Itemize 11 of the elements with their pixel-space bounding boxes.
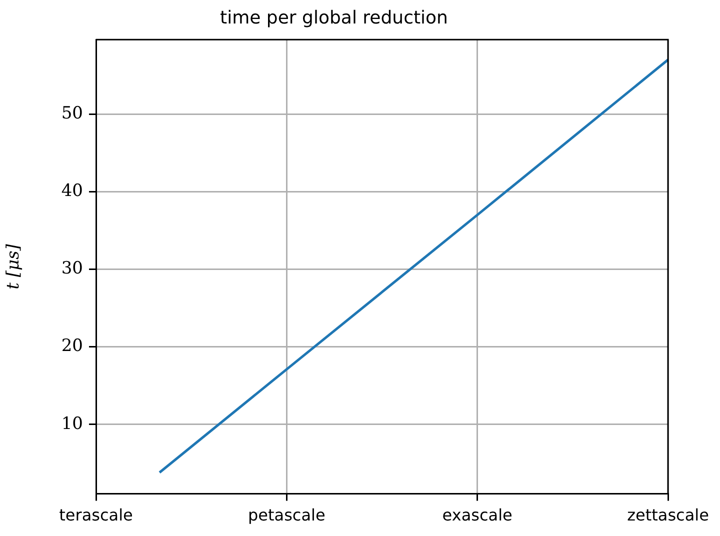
x-tick-label: exascale xyxy=(442,506,512,525)
y-tick-label: 20 xyxy=(61,336,83,356)
y-tick-label: 40 xyxy=(61,181,83,202)
x-tick-label: zettascale xyxy=(627,506,709,525)
y-axis-title: t [μs] xyxy=(4,244,24,290)
chart-title: time per global reduction xyxy=(220,7,448,28)
x-tick-label: terascale xyxy=(59,506,133,525)
x-tick-label: petascale xyxy=(248,506,326,525)
y-tick-label: 30 xyxy=(61,258,83,279)
y-tick-label: 10 xyxy=(61,414,83,434)
y-tick-label: 50 xyxy=(61,103,83,124)
